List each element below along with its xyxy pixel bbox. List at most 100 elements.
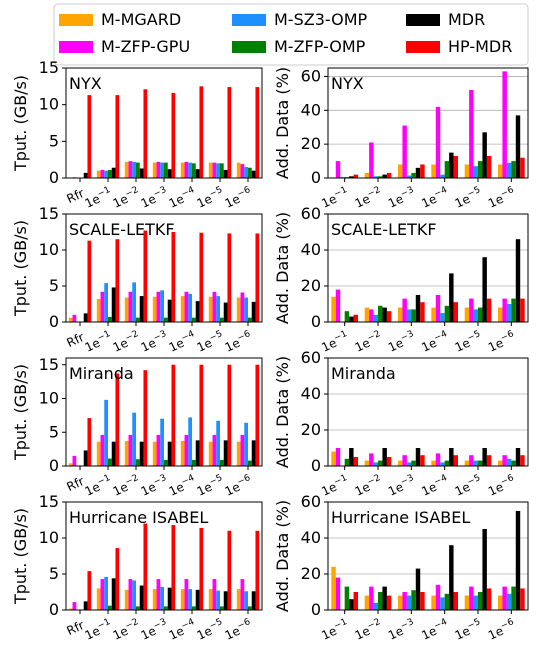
bar-m-zfp-gpu-1 [100,169,105,178]
bar-hp-mdr-4 [199,232,204,322]
bar-hp-mdr-3 [171,92,176,178]
x-tick-label: 1e−5 [452,329,484,355]
bar-m-zfp-gpu-4 [469,586,474,610]
bar-m-zfp-omp-5 [511,460,516,466]
bar-m-mgard-4 [180,589,185,610]
panel-title: Hurricane ISABEL [69,508,208,527]
bar-m-zfp-gpu-3 [435,453,441,466]
bar-m-sz3-omp-4 [473,460,478,466]
bar-hp-mdr-0 [87,571,92,610]
legend-label: M-SZ3-OMP [274,10,367,29]
bar-m-zfp-gpu-2 [128,291,133,322]
bar-m-sz3-omp-1 [373,462,378,466]
y-tick-label: 40 [301,100,321,119]
bar-hp-mdr-4 [199,527,204,610]
x-tick-label: 1e−2 [110,473,142,499]
panel-title: SCALE-LETKF [69,220,175,239]
bar-m-zfp-omp-5 [220,317,224,322]
bar-m-zfp-gpu-5 [502,455,507,466]
bar-m-zfp-omp-3 [164,317,168,322]
bar-m-zfp-gpu-0 [335,577,341,610]
bar-m-zfp-gpu-1 [369,453,374,466]
panel-nyx-add: 0 20 40 60 1e−1 1e−2 1e−3 1e−4 1e−5 1e−6 Add. Data… [273,66,529,211]
bar-m-sz3-omp-4 [473,595,478,610]
bar-mdr-0 [83,313,88,322]
bar-m-zfp-omp-5 [511,161,516,178]
bar-m-zfp-omp-0 [344,586,350,610]
x-tick-label: 1e−1 [319,617,351,643]
bar-m-sz3-omp-2 [406,309,412,322]
bar-m-zfp-gpu-0 [72,455,77,467]
x-tick-label: 1e−6 [486,185,518,211]
bar-m-zfp-gpu-4 [184,291,189,322]
y-tick-label: 5 [49,564,59,583]
bar-m-sz3-omp-4 [473,309,478,322]
x-tick-label: 1e−1 [319,329,351,355]
bar-m-zfp-gpu-5 [212,579,217,610]
bar-m-sz3-omp-4 [473,166,478,178]
bar-hp-mdr-0 [87,240,92,322]
x-tick-label: 1e−1 [82,185,114,211]
bar-m-mgard-3 [431,307,436,322]
bar-hp-mdr-4 [486,298,492,322]
bar-mdr-1 [111,167,116,178]
bar-m-sz3-omp-3 [160,162,164,178]
bar-hp-mdr-1 [115,239,120,322]
x-tick-label: 1e−6 [486,473,518,499]
bar-hp-mdr-3 [171,525,176,610]
bar-m-sz3-omp-1 [373,602,378,610]
bar-m-mgard-1 [96,588,101,610]
bar-mdr-5 [515,511,521,610]
legend-swatch [232,41,266,53]
bar-mdr-5 [223,169,228,178]
y-axis-label: Add. Data (%) [273,500,292,612]
plot-frame [327,501,529,611]
x-tick-label: 1e−4 [419,329,451,355]
bar-m-mgard-5 [498,164,503,178]
bar-mdr-1 [111,578,116,610]
bar-m-mgard-2 [124,297,129,322]
bar-mdr-5 [223,302,228,322]
legend-entry: M-ZFP-OMP [232,37,366,56]
y-tick-label: 15 [39,355,59,374]
bar-m-zfp-omp-4 [192,459,196,466]
x-tick-label: 1e−6 [222,329,254,355]
bar-hp-mdr-5 [520,455,525,466]
bar-m-zfp-gpu-1 [369,142,374,178]
bar-m-sz3-omp-6 [244,297,248,322]
legend: M-MGARD M-ZFP-GPU M-SZ3-OMP M-ZFP-OMP MDR HP-… [53,3,529,66]
bar-m-mgard-1 [96,170,101,178]
bar-mdr-2 [415,448,421,466]
bar-mdr-3 [167,587,172,610]
bar-m-sz3-omp-2 [132,580,136,610]
bar-mdr-3 [449,152,454,178]
bar-m-mgard-5 [208,162,213,178]
bar-mdr-2 [139,441,144,466]
x-tick-label: 1e−2 [110,617,142,643]
bar-m-zfp-gpu-2 [128,161,133,178]
bar-hp-mdr-5 [520,298,525,322]
bar-hp-mdr-5 [227,233,232,322]
legend-label: HP-MDR [448,37,512,56]
bar-hp-mdr-1 [386,457,392,466]
x-tick-label: 1e−1 [82,329,114,355]
bar-m-zfp-gpu-6 [240,434,245,466]
bar-mdr-4 [482,132,487,178]
bar-hp-mdr-1 [386,311,392,322]
bar-m-sz3-omp-1 [373,314,378,322]
legend-entry: M-MGARD [59,10,181,29]
legend-entry: M-ZFP-GPU [59,37,190,56]
y-tick-label: 0 [49,456,59,475]
bar-m-zfp-gpu-4 [184,161,189,178]
bar-hp-mdr-6 [255,233,260,322]
bar-m-mgard-5 [498,460,503,466]
x-tick-label: 1e−2 [352,473,384,499]
y-tick-label: 15 [39,204,59,223]
bar-m-zfp-gpu-3 [156,579,161,610]
bar-m-mgard-4 [180,296,185,322]
x-tick-label: 1e−2 [352,329,384,355]
bar-m-zfp-gpu-2 [128,579,133,610]
bar-m-sz3-omp-1 [104,399,108,466]
bar-m-zfp-gpu-1 [100,434,105,466]
